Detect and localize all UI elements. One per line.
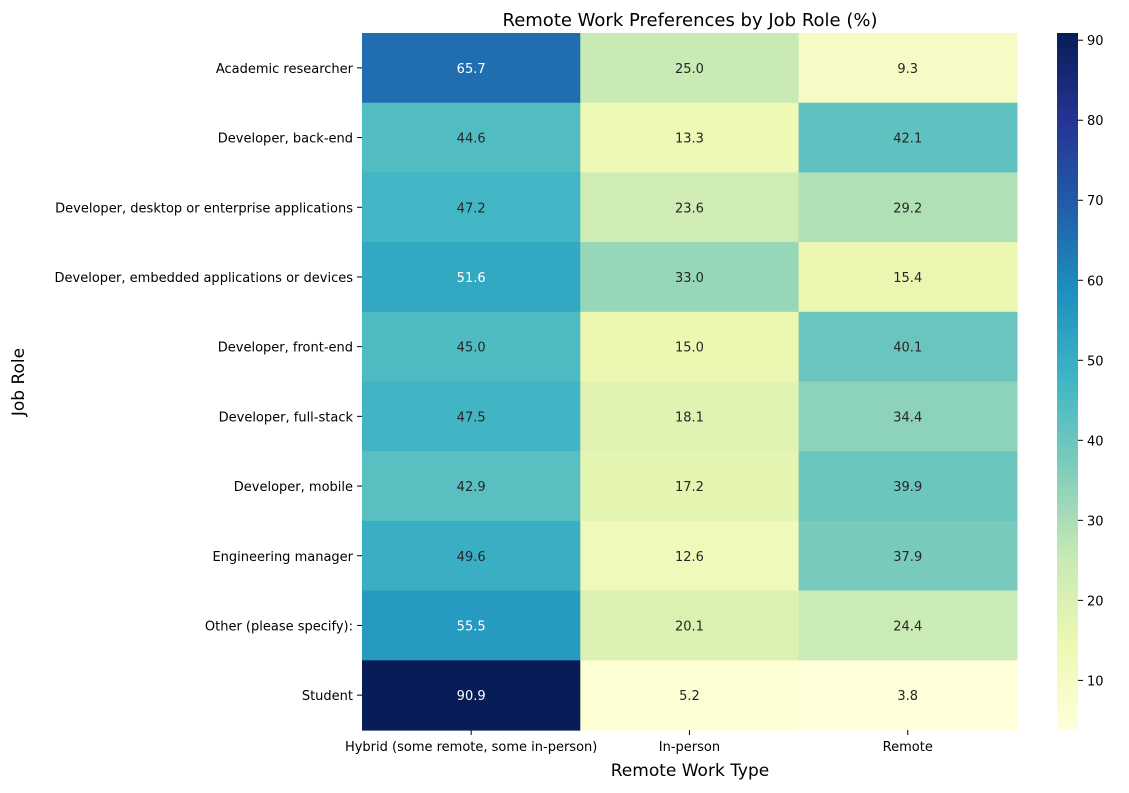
row-tick-label: Developer, full-stack <box>219 410 354 425</box>
cell-value-label: 33.0 <box>675 271 704 286</box>
cell-value-label: 40.1 <box>893 341 922 356</box>
heatmap-cell <box>798 590 1018 661</box>
heatmap-cell <box>580 660 800 731</box>
heatmap-cell <box>362 660 581 731</box>
cell-value-label: 39.9 <box>893 480 922 495</box>
cell-value-label: 44.6 <box>457 132 486 147</box>
cell-value-label: 47.2 <box>457 201 486 216</box>
row-tick-label: Developer, desktop or enterprise applica… <box>55 201 353 216</box>
chart-title: Remote Work Preferences by Job Role (%) <box>503 10 878 31</box>
colorbar-tick-label: 60 <box>1087 274 1104 289</box>
heatmap-cell <box>580 381 800 452</box>
row-tick-label: Developer, embedded applications or devi… <box>55 271 354 286</box>
heatmap-cell <box>580 172 800 243</box>
cell-value-label: 34.4 <box>893 410 922 425</box>
column-tick-label: Hybrid (some remote, some in-person) <box>345 740 597 755</box>
cell-value-label: 15.4 <box>893 271 922 286</box>
heatmap-cells <box>362 33 1018 731</box>
cell-value-label: 42.9 <box>457 480 486 495</box>
cell-value-label: 17.2 <box>675 480 704 495</box>
heatmap-cell <box>580 590 800 661</box>
heatmap-cell <box>362 33 581 104</box>
colorbar-tick-label: 30 <box>1087 514 1104 529</box>
cell-value-label: 47.5 <box>457 410 486 425</box>
cell-value-label: 13.3 <box>675 132 704 147</box>
heatmap-cell <box>798 242 1018 313</box>
x-axis-label: Remote Work Type <box>611 761 770 781</box>
cell-value-label: 29.2 <box>893 201 922 216</box>
heatmap-cell <box>798 660 1018 731</box>
cell-value-label: 51.6 <box>457 271 486 286</box>
heatmap-cell <box>580 102 800 173</box>
colorbar-tick-label: 90 <box>1087 34 1104 49</box>
colorbar-gradient <box>1057 33 1078 730</box>
row-tick-label: Other (please specify): <box>205 619 353 634</box>
heatmap-cell <box>798 451 1018 522</box>
heatmap-cell <box>798 102 1018 173</box>
cell-value-label: 5.2 <box>679 689 700 704</box>
row-tick-label: Developer, mobile <box>234 480 353 495</box>
heatmap-cell <box>362 172 581 243</box>
cell-value-label: 45.0 <box>457 341 486 356</box>
colorbar: 10 20 30 40 50 60 70 80 90 <box>1057 33 1104 730</box>
heatmap-cell <box>580 451 800 522</box>
heatmap-cell <box>362 520 581 592</box>
cell-value-label: 65.7 <box>457 62 486 77</box>
row-tick-label: Developer, front-end <box>218 341 353 356</box>
row-tick-label: Academic researcher <box>216 62 354 77</box>
colorbar-tick-label: 10 <box>1087 674 1104 689</box>
heatmap-cell-labels: 65.7 25.0 9.3 44.6 13.3 42.1 47.2 23.6 29.2 51.6 3… <box>457 62 923 704</box>
colorbar-tick-label: 40 <box>1087 434 1104 449</box>
row-tick-labels: Academic researcher Developer, back-end De… <box>55 62 362 704</box>
row-tick-label: Developer, back-end <box>218 132 353 147</box>
heatmap-cell <box>580 242 800 313</box>
cell-value-label: 23.6 <box>675 201 704 216</box>
heatmap-cell <box>580 520 800 592</box>
heatmap-cell <box>362 590 581 661</box>
row-tick-label: Engineering manager <box>212 550 353 565</box>
cell-value-label: 37.9 <box>893 550 922 565</box>
heatmap-cell <box>580 311 800 383</box>
heatmap-cell <box>798 311 1018 383</box>
heatmap-cell <box>362 451 581 522</box>
colorbar-tick-label: 70 <box>1087 194 1104 209</box>
colorbar-tick-label: 20 <box>1087 594 1104 609</box>
cell-value-label: 90.9 <box>457 689 486 704</box>
colorbar-tick-label: 50 <box>1087 354 1104 369</box>
heatmap-cell <box>798 33 1018 104</box>
cell-value-label: 42.1 <box>893 132 922 147</box>
heatmap-cell <box>798 520 1018 592</box>
heatmap-cell <box>798 172 1018 243</box>
cell-value-label: 49.6 <box>457 550 486 565</box>
cell-value-label: 24.4 <box>893 619 922 634</box>
column-tick-label: In-person <box>659 740 720 755</box>
heatmap-cell <box>580 33 800 104</box>
heatmap-cell <box>362 242 581 313</box>
cell-value-label: 55.5 <box>457 619 486 634</box>
cell-value-label: 3.8 <box>897 689 918 704</box>
cell-value-label: 9.3 <box>897 62 918 77</box>
heatmap-cell <box>362 311 581 383</box>
heatmap-cell <box>362 102 581 173</box>
cell-value-label: 25.0 <box>675 62 704 77</box>
column-tick-label: Remote <box>883 740 933 755</box>
cell-value-label: 15.0 <box>675 341 704 356</box>
heatmap-cell <box>362 381 581 452</box>
column-tick-labels: Hybrid (some remote, some in-person) In-p… <box>345 730 933 755</box>
y-axis-label: Job Role <box>9 348 29 417</box>
heatmap-cell <box>798 381 1018 452</box>
colorbar-tick-label: 80 <box>1087 114 1104 129</box>
cell-value-label: 12.6 <box>675 550 704 565</box>
cell-value-label: 20.1 <box>675 619 704 634</box>
cell-value-label: 18.1 <box>675 410 704 425</box>
row-tick-label: Student <box>302 689 353 704</box>
